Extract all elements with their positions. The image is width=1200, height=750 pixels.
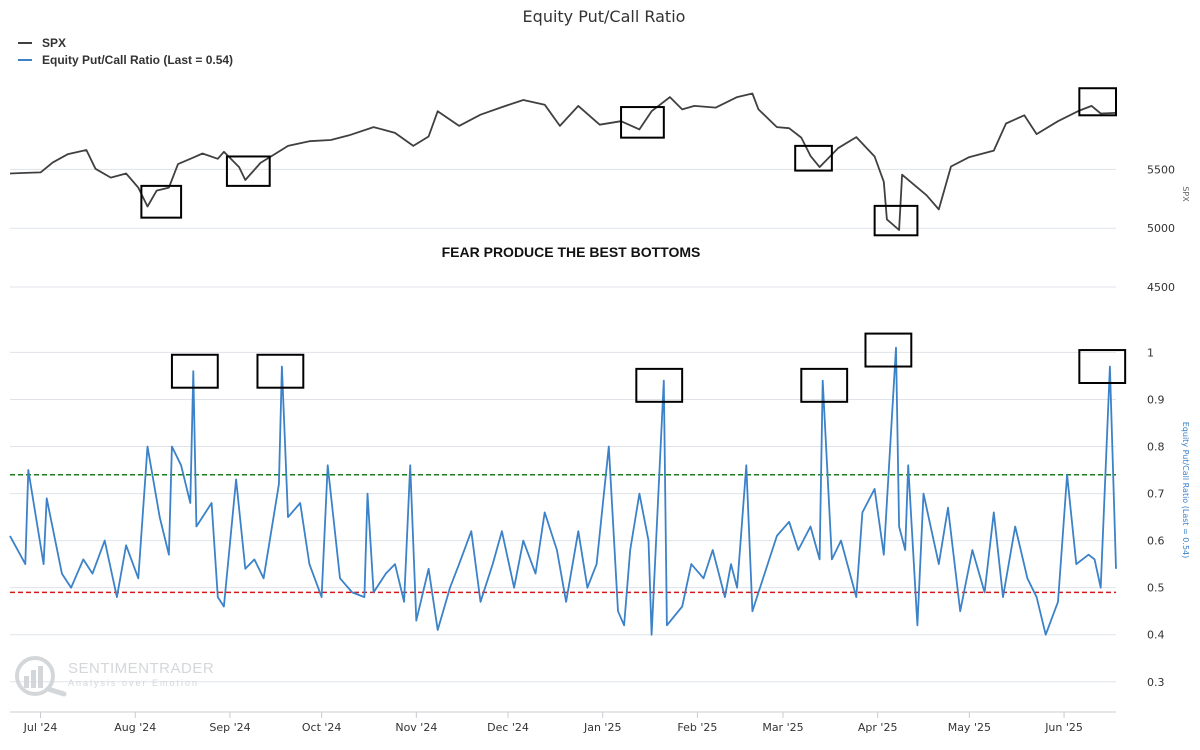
spx-tick-label: 4500 [1147, 281, 1175, 294]
ratio-tick-label: 1 [1147, 346, 1154, 359]
spx-axis: 5500 5000 4500 [1147, 163, 1175, 294]
x-tick-label: Sep '24 [209, 721, 250, 734]
x-tick-label: Oct '24 [302, 721, 342, 734]
x-tick-label: Dec '24 [487, 721, 529, 734]
spx-highlight-box [225, 155, 271, 187]
ratio-highlight-box [1078, 349, 1127, 384]
x-tick-label: Aug '24 [114, 721, 156, 734]
legend-label-ratio: Equity Put/Call Ratio (Last = 0.54) [42, 53, 233, 67]
spx-line [9, 92, 1117, 231]
spx-tick-label: 5000 [1147, 222, 1175, 235]
ratio-highlight-box [864, 332, 913, 368]
x-tick-label: Nov '24 [395, 721, 437, 734]
highlight-boxes [140, 87, 1127, 403]
ratio-axis: 1 0.9 0.8 0.7 0.6 0.5 0.4 0.3 [1147, 346, 1165, 688]
legend-label-spx: SPX [42, 36, 66, 50]
x-tick-label: Jul '24 [23, 721, 58, 734]
ratio-highlight-box [256, 353, 305, 389]
ratio-highlight-box [170, 353, 219, 389]
ratio-highlight-box [635, 367, 684, 403]
spx-highlight-box [1078, 87, 1118, 117]
watermark-brand: SENTIMENTRADER [68, 660, 214, 677]
x-tick-label: Jun '25 [1044, 721, 1083, 734]
ratio-tick-label: 0.7 [1147, 488, 1165, 501]
x-tick-label: May '25 [948, 721, 991, 734]
ratio-tick-label: 0.6 [1147, 535, 1165, 548]
ratio-tick-label: 0.5 [1147, 582, 1165, 595]
ratio-tick-label: 0.9 [1147, 393, 1165, 406]
x-tick-label: Jan '25 [583, 721, 621, 734]
x-tick-label: Mar '25 [762, 721, 803, 734]
x-tick-label: Apr '25 [858, 721, 898, 734]
spx-axis-title: SPX [1181, 186, 1190, 202]
watermark-tagline: Analysis over Emotion [68, 678, 199, 688]
annotation-text: FEAR PRODUCE THE BEST BOTTOMS [442, 244, 701, 260]
x-axis: Jul '24 Aug '24 Sep '24 Oct '24 Nov '24 Dec '… [10, 711, 1116, 734]
ratio-axis-title: Equity Put/Call Ratio (Last = 0.54) [1181, 422, 1190, 559]
put-call-ratio-line [9, 346, 1117, 636]
spx-highlight-box [794, 144, 833, 172]
sentimentrader-logo-icon [15, 656, 67, 697]
x-tick-label: Feb '25 [677, 721, 717, 734]
sentimentrader-watermark: SENTIMENTRADER Analysis over Emotion [15, 656, 214, 697]
spx-highlight-box [873, 204, 919, 237]
legend: SPX Equity Put/Call Ratio (Last = 0.54) [18, 36, 233, 67]
ratio-highlight-box [800, 367, 849, 403]
series-lines [9, 92, 1117, 636]
spx-highlight-box [140, 184, 183, 219]
ratio-tick-label: 0.4 [1147, 629, 1165, 642]
spx-highlight-box [620, 106, 665, 139]
chart-title: Equity Put/Call Ratio [523, 7, 686, 26]
reference-lines [10, 473, 1116, 594]
ratio-tick-label: 0.3 [1147, 676, 1165, 689]
spx-tick-label: 5500 [1147, 163, 1175, 176]
ratio-tick-label: 0.8 [1147, 441, 1165, 454]
